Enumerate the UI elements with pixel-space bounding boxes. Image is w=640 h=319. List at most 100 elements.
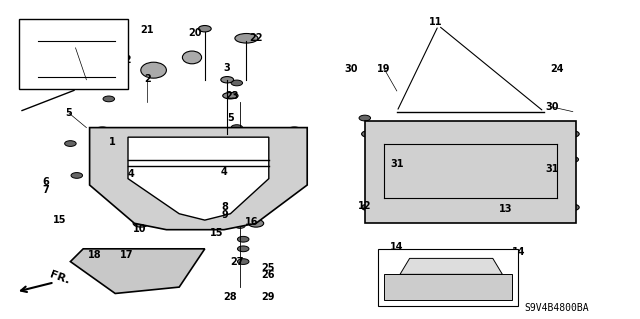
Circle shape xyxy=(362,204,374,211)
Circle shape xyxy=(566,204,579,211)
Text: 22: 22 xyxy=(249,33,263,43)
Circle shape xyxy=(225,198,236,204)
Text: 18: 18 xyxy=(88,250,102,260)
Circle shape xyxy=(80,254,99,263)
Text: 30: 30 xyxy=(545,102,559,112)
Ellipse shape xyxy=(141,62,166,78)
Ellipse shape xyxy=(464,202,496,213)
Circle shape xyxy=(395,293,418,304)
Text: 1: 1 xyxy=(109,137,115,147)
Text: S9V4B4800BA: S9V4B4800BA xyxy=(525,303,589,313)
Circle shape xyxy=(221,77,234,83)
Polygon shape xyxy=(128,137,269,220)
Text: 13: 13 xyxy=(499,204,513,214)
Circle shape xyxy=(231,80,243,86)
Text: 2: 2 xyxy=(72,43,79,53)
Circle shape xyxy=(95,178,110,186)
Text: 31: 31 xyxy=(545,164,559,174)
Text: 32: 32 xyxy=(118,55,132,65)
Circle shape xyxy=(235,177,245,182)
Text: 14: 14 xyxy=(511,247,525,257)
Circle shape xyxy=(235,162,245,167)
Circle shape xyxy=(566,131,579,137)
Polygon shape xyxy=(90,128,307,230)
Text: 25: 25 xyxy=(260,263,275,273)
Text: 26: 26 xyxy=(260,270,275,280)
Text: 20: 20 xyxy=(188,28,202,39)
Text: 28: 28 xyxy=(223,292,237,302)
Circle shape xyxy=(103,96,115,102)
Polygon shape xyxy=(400,258,502,274)
Text: 4: 4 xyxy=(128,169,134,179)
Text: 4: 4 xyxy=(221,167,227,177)
Ellipse shape xyxy=(387,138,419,149)
Circle shape xyxy=(231,125,243,130)
Circle shape xyxy=(248,219,264,227)
Text: 21: 21 xyxy=(43,22,57,32)
Text: 10: 10 xyxy=(132,224,147,234)
Text: 12: 12 xyxy=(358,201,372,211)
Circle shape xyxy=(478,293,501,304)
Ellipse shape xyxy=(235,33,258,43)
Text: FR.: FR. xyxy=(48,269,70,286)
Text: 17: 17 xyxy=(120,250,134,260)
Circle shape xyxy=(235,185,245,190)
Bar xyxy=(384,274,512,300)
Ellipse shape xyxy=(182,51,202,64)
Text: 30: 30 xyxy=(344,63,358,74)
Text: 15: 15 xyxy=(52,215,67,225)
Text: 5: 5 xyxy=(66,108,72,118)
Polygon shape xyxy=(70,249,205,293)
Text: 19: 19 xyxy=(377,63,391,74)
Text: 23: 23 xyxy=(225,91,239,101)
Circle shape xyxy=(237,246,249,252)
Bar xyxy=(19,19,128,89)
Bar xyxy=(365,121,576,223)
Text: 31: 31 xyxy=(390,159,404,169)
Circle shape xyxy=(237,236,249,242)
Circle shape xyxy=(369,147,380,153)
Ellipse shape xyxy=(541,192,573,204)
Circle shape xyxy=(133,219,148,227)
Circle shape xyxy=(198,26,211,32)
Text: 29: 29 xyxy=(260,292,275,302)
Text: 16: 16 xyxy=(244,217,259,227)
Text: 14: 14 xyxy=(390,242,404,252)
Ellipse shape xyxy=(541,138,573,149)
Circle shape xyxy=(170,257,189,266)
Circle shape xyxy=(235,208,245,213)
Circle shape xyxy=(235,200,245,205)
Circle shape xyxy=(235,223,245,228)
Text: 5: 5 xyxy=(227,113,234,123)
Ellipse shape xyxy=(74,58,106,70)
Circle shape xyxy=(359,115,371,121)
Text: 9: 9 xyxy=(222,210,228,220)
Ellipse shape xyxy=(387,192,419,204)
Ellipse shape xyxy=(223,93,238,99)
Text: 2: 2 xyxy=(144,74,150,84)
Text: 24: 24 xyxy=(550,63,564,74)
Text: 11: 11 xyxy=(428,17,442,27)
Circle shape xyxy=(65,141,76,146)
Text: 7: 7 xyxy=(43,185,49,196)
Ellipse shape xyxy=(464,128,496,140)
Text: 15: 15 xyxy=(209,228,223,238)
Ellipse shape xyxy=(38,44,77,58)
Circle shape xyxy=(71,173,83,178)
Text: 3: 3 xyxy=(224,63,230,73)
Circle shape xyxy=(231,173,243,178)
Circle shape xyxy=(235,193,245,198)
Circle shape xyxy=(225,93,236,99)
Text: 8: 8 xyxy=(222,202,228,212)
Circle shape xyxy=(362,131,374,137)
Circle shape xyxy=(237,259,249,264)
Text: 21: 21 xyxy=(140,25,154,35)
Circle shape xyxy=(287,178,302,186)
Circle shape xyxy=(287,127,302,135)
Text: 6: 6 xyxy=(43,177,49,187)
Circle shape xyxy=(120,283,136,291)
Text: 27: 27 xyxy=(230,256,244,267)
Circle shape xyxy=(235,216,245,221)
Circle shape xyxy=(95,127,110,135)
Bar xyxy=(378,249,518,306)
